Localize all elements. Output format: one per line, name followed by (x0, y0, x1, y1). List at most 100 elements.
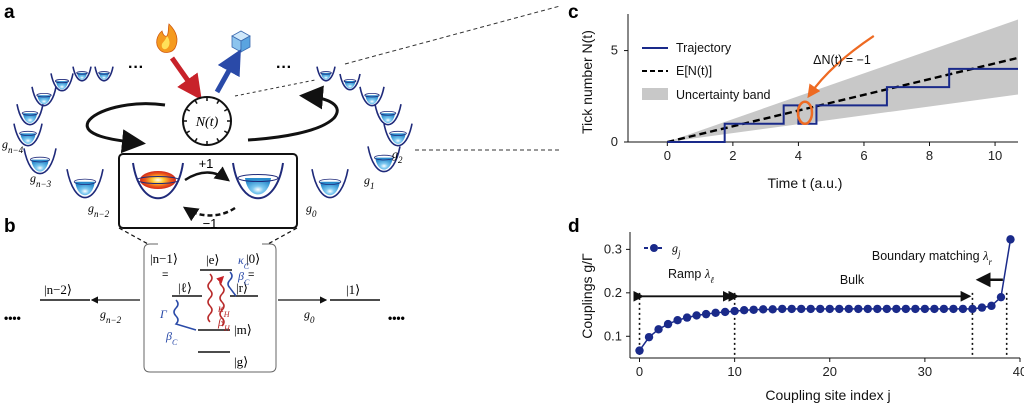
rate-gamma: Γ (159, 307, 168, 321)
chart-d-ytick-label: 0.2 (604, 285, 622, 300)
data-point (968, 304, 977, 314)
clock-tick-11 (223, 108, 229, 112)
ket-g: |g⟩ (234, 354, 248, 369)
coupling-label-n-4: gn−4 (2, 137, 24, 155)
connector-line-top (344, 5, 561, 65)
chart-d-legend: gj (644, 241, 681, 259)
well-water (320, 181, 340, 196)
chart-c-xtick-label: 6 (860, 148, 867, 163)
well-curve (31, 86, 57, 107)
legend-label-g: gj (672, 241, 681, 259)
ket-1: |1⟩ (346, 282, 360, 297)
coupling-label-n-2: gn−2 (88, 201, 110, 219)
chart-d-ytick-label: 0.1 (604, 328, 622, 343)
data-point (787, 304, 796, 314)
potential-well-1 (94, 66, 114, 82)
potential-well-3 (31, 86, 57, 107)
backward-transition-arrow (182, 206, 236, 222)
chart-c-xtick-label: 4 (795, 148, 802, 163)
potential-well-13 (367, 146, 401, 173)
zoom-line-right (267, 227, 298, 245)
panel-c-chart: 0 2 4 6 8 10 0 5 Time t (a.u.) Tick number N(t)… (579, 14, 1019, 191)
well-curve (66, 169, 104, 199)
data-point (806, 304, 815, 314)
potential-well-2 (50, 73, 74, 92)
well-water (20, 133, 36, 144)
clock-tick-8 (194, 99, 198, 105)
data-point (1006, 235, 1015, 244)
g-right-label: g0 (304, 307, 315, 325)
series-expectation-line (667, 56, 1019, 144)
well-water (375, 157, 393, 170)
wavy-cold-right (227, 271, 237, 297)
zoom-line-left (118, 227, 149, 245)
legend-label-trajectory: Trajectory (676, 41, 732, 55)
well-water (22, 113, 38, 124)
forward-transition-arrow (184, 166, 230, 182)
data-point (711, 308, 720, 318)
well-rim (21, 110, 39, 116)
well-water (99, 72, 109, 80)
well-curve (50, 73, 74, 92)
data-point (654, 325, 663, 334)
data-point (644, 332, 654, 342)
chart-c-ytick-label: 0 (611, 134, 618, 149)
legend-label-band: Uncertainty band (676, 88, 771, 102)
potential-well-12 (383, 123, 413, 147)
data-point (873, 304, 882, 314)
coupling-label-n-3: gn−3 (30, 171, 52, 189)
annot-bulk: Bulk (840, 273, 865, 287)
data-point (958, 304, 968, 314)
coupling-label-1: g1 (364, 173, 375, 191)
data-point (854, 304, 863, 314)
annotation-arrow (807, 35, 875, 99)
flame-icon (156, 23, 178, 53)
data-point (692, 311, 701, 320)
clock-tick-7 (185, 108, 191, 112)
equiv-right: = (248, 269, 254, 281)
panel-label-d: d (568, 216, 580, 237)
data-point (920, 304, 930, 314)
well-water (380, 113, 396, 124)
potential-well-9 (339, 73, 361, 91)
well-rim (36, 92, 52, 98)
clock-tick-2 (216, 137, 220, 143)
data-point (892, 304, 901, 314)
ket-n-1: |n−1⟩ (150, 251, 178, 266)
data-point (987, 301, 996, 311)
data-point (739, 306, 749, 315)
well-rim (318, 178, 342, 185)
chart-c-ytick-label: 5 (611, 43, 618, 58)
data-point (777, 304, 787, 314)
well-water (344, 81, 356, 89)
ket-r: |r⟩ (236, 280, 248, 295)
data-point (996, 292, 1006, 302)
chart-c-xtick-label: 8 (926, 148, 933, 163)
rate-kappa-c: κC (238, 253, 250, 271)
well-water (365, 95, 379, 105)
chart-c-xtick-label: 10 (988, 148, 1002, 163)
annotation-highlight-ellipse (796, 100, 814, 125)
well-water (31, 159, 49, 172)
well-rim (379, 110, 397, 116)
dots-b-right: •••• (388, 311, 405, 325)
data-point (930, 304, 939, 314)
ket-n-2: |n−2⟩ (44, 282, 72, 297)
cold-bath-cube-icon (231, 30, 251, 53)
data-point (949, 304, 958, 314)
clock-tick-4 (194, 137, 198, 143)
data-point (939, 304, 949, 314)
hot-well (132, 162, 184, 200)
panel-a-clock-schematic: N(t) ··· ··· +1 −1 gn−4 gn−3 gn−2 g0 (2, 5, 561, 231)
potential-well-6 (23, 148, 57, 175)
panel-b-level-diagram: |n−2⟩ gn−2 •••• |1⟩ g0 •••• |n−1⟩ = |0⟩ … (4, 227, 405, 373)
uncertainty-band (667, 19, 1018, 142)
well-rim (373, 154, 394, 161)
wavy-hot-kappa (207, 273, 213, 323)
data-point (720, 307, 730, 317)
series-g-line (638, 239, 1012, 352)
well-rim (364, 92, 380, 98)
data-point (749, 305, 758, 314)
well-curve (339, 73, 361, 91)
panel-label-c: c (568, 2, 579, 23)
